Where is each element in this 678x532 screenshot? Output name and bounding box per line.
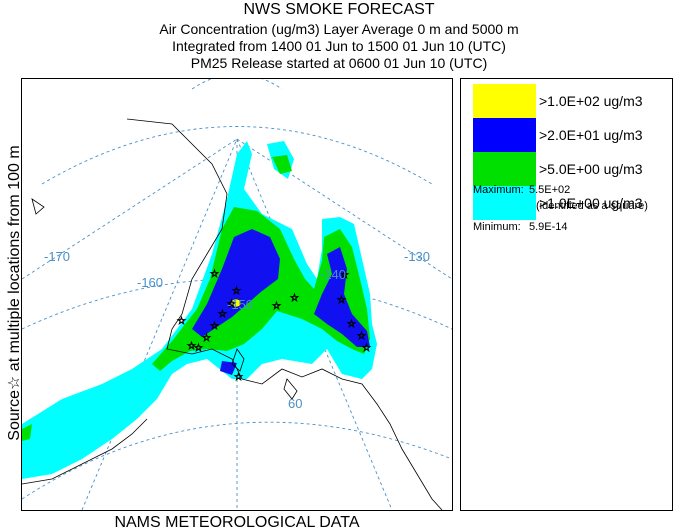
lon-label-140: -140	[320, 267, 346, 282]
plume-blue	[192, 229, 370, 375]
source-star: ☆	[290, 293, 299, 304]
subtitle-integration: Integrated from 1400 01 Jun to 1500 01 J…	[172, 38, 506, 54]
meridian-140	[236, 138, 393, 510]
legend-label: >2.0E+01 ug/m3	[539, 127, 643, 143]
lon-label-160: -160	[137, 275, 163, 290]
source-star: ☆	[362, 343, 371, 354]
max-cell	[230, 298, 242, 308]
legend-label: >1.0E+00 ug/m3	[539, 195, 643, 211]
maximum-value: 5.5E+02	[529, 184, 571, 196]
source-star: ☆	[227, 299, 236, 310]
meridian-170	[22, 138, 238, 280]
source-star: ☆	[234, 372, 243, 383]
parallel-polar	[191, 79, 283, 90]
maximum-note: (identified as a square)	[536, 200, 648, 212]
source-star: ☆	[232, 286, 241, 297]
page-title: NWS SMOKE FORECAST	[243, 1, 435, 18]
maximum-label: Maximum:	[473, 184, 524, 196]
map-svg: ☆ ☆ ☆ ☆ ☆ ☆ ☆ ☆ ☆ ☆ ☆ ☆ ☆ ☆ ☆ ☆ ☆ -170 -…	[22, 79, 452, 510]
subtitle-release: PM25 Release started at 0600 01 Jun 10 (…	[190, 55, 488, 71]
source-star: ☆	[337, 295, 346, 306]
source-star: ☆	[218, 309, 227, 320]
legend-label: >5.0E+00 ug/m3	[539, 161, 643, 177]
footer-data-source: NAMS METEOROLOGICAL DATA	[114, 514, 360, 531]
lat-label-60: 60	[288, 396, 302, 411]
source-star: ☆	[340, 270, 349, 281]
source-star: ☆	[187, 341, 196, 352]
lon-label-130: -130	[404, 249, 430, 264]
plume-yellow	[230, 298, 242, 308]
source-star: ☆	[272, 301, 281, 312]
source-star: ☆	[347, 319, 356, 330]
legend-item-1: >1.0E+00 ug/m3	[473, 186, 669, 220]
source-star: ☆	[177, 316, 186, 327]
legend-item-5: >5.0E+00 ug/m3	[473, 152, 669, 186]
legend-swatch-cyan	[473, 186, 536, 220]
lon-label-150: -150	[227, 297, 253, 312]
source-markers: ☆ ☆ ☆ ☆ ☆ ☆ ☆ ☆ ☆ ☆ ☆ ☆ ☆ ☆ ☆ ☆ ☆	[177, 269, 372, 384]
legend-label: >1.0E+02 ug/m3	[539, 93, 643, 109]
parallel-north	[41, 126, 433, 185]
legend-panel: >1.0E+02 ug/m3 >2.0E+01 ug/m3 >5.0E+00 u…	[460, 78, 673, 511]
subtitle-concentration: Air Concentration (ug/m3) Layer Average …	[159, 21, 519, 37]
source-star: ☆	[357, 331, 366, 342]
minimum-label: Minimum:	[473, 221, 521, 233]
source-star: ☆	[210, 321, 219, 332]
minimum-value: 5.9E-14	[529, 221, 568, 233]
legend-swatch-green	[473, 152, 536, 186]
coordinate-labels: -170 -160 -150 -140 -130 60	[44, 249, 430, 411]
source-star: ☆	[194, 343, 203, 354]
legend-swatch-yellow	[473, 84, 536, 118]
source-star: ☆	[202, 333, 211, 344]
parallel-60	[22, 421, 452, 500]
legend-item-20: >2.0E+01 ug/m3	[473, 118, 669, 152]
legend-item-100: >1.0E+02 ug/m3	[473, 84, 669, 118]
source-star: ☆	[210, 269, 219, 280]
meridian-160	[81, 138, 238, 510]
lon-label-170: -170	[44, 249, 70, 264]
legend-swatch-blue	[473, 118, 536, 152]
map-panel[interactable]: ☆ ☆ ☆ ☆ ☆ ☆ ☆ ☆ ☆ ☆ ☆ ☆ ☆ ☆ ☆ ☆ ☆ -170 -…	[21, 78, 453, 511]
coastline	[22, 118, 443, 510]
